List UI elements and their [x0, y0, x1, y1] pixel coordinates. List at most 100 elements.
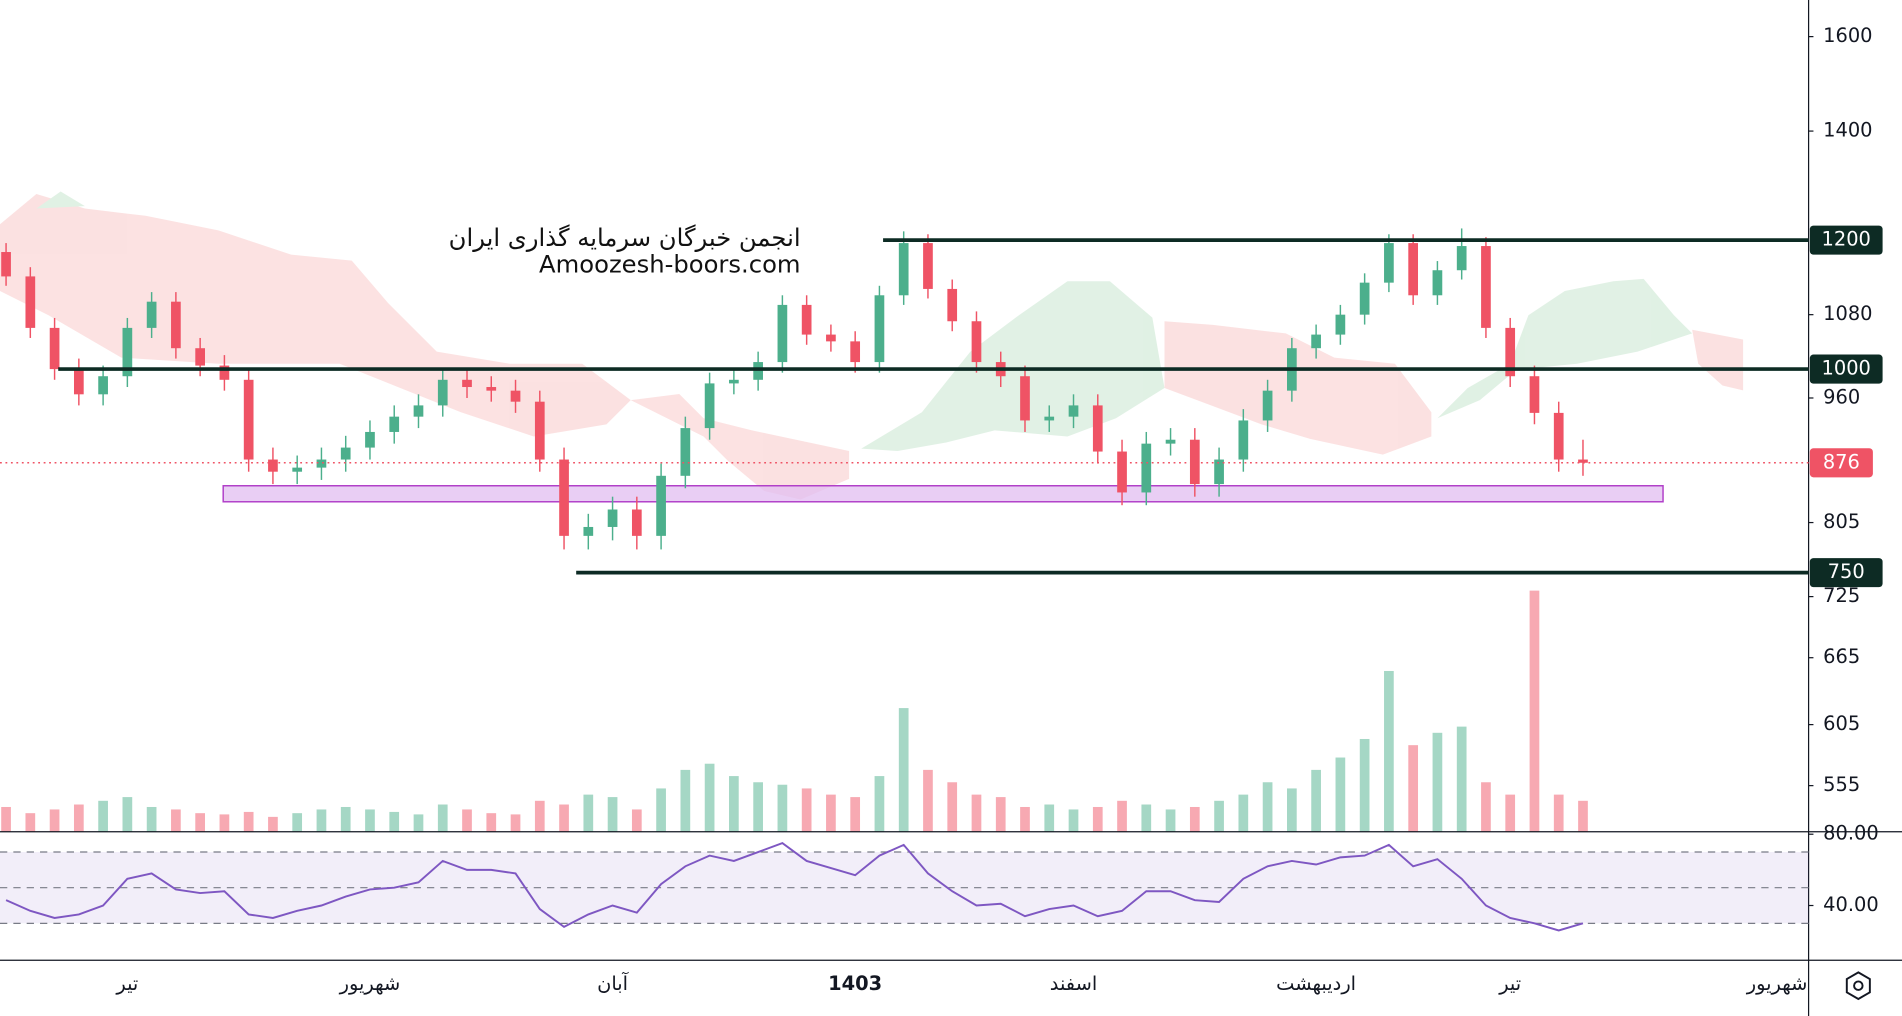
rsi-tick-label: 80.00 — [1823, 822, 1879, 845]
candle-body — [826, 334, 836, 342]
volume-bar — [874, 776, 885, 832]
y-tick-label: 555 — [1823, 773, 1860, 796]
watermark: انجمن خبرگان سرمایه گذاری ایران — [449, 223, 801, 252]
support-zone — [222, 485, 1664, 503]
level-label: 1200 — [1822, 228, 1871, 251]
volume-bar — [1214, 800, 1224, 832]
volume-bar — [122, 797, 133, 832]
candle-body — [874, 295, 885, 363]
volume-bar — [656, 788, 666, 832]
volume-bar — [1432, 732, 1443, 832]
volume-bar — [49, 809, 60, 832]
volume-bar — [995, 797, 1006, 832]
x-tick-label: شهریور — [1746, 972, 1808, 995]
x-tick-label: 1403 — [828, 972, 882, 995]
volume-bar — [389, 811, 400, 832]
volume-bar — [826, 794, 836, 832]
candle-body — [1117, 451, 1127, 493]
volume-bar — [1117, 800, 1127, 832]
candle-body — [777, 304, 788, 363]
candle-body — [1408, 243, 1419, 296]
candle-body — [122, 327, 133, 377]
candle-body — [98, 376, 108, 395]
volume-bar — [534, 800, 545, 832]
volume-bar — [486, 813, 497, 832]
candle-body — [413, 405, 424, 417]
volume-bar — [729, 776, 739, 832]
ichimoku-cloud — [0, 191, 1744, 500]
candle-body — [947, 288, 958, 322]
volume-bar — [1044, 804, 1055, 832]
candle-body — [1020, 376, 1030, 421]
x-tick-label: شهریور — [339, 972, 401, 995]
volume-bar — [1505, 794, 1516, 832]
watermark: Amoozesh-boors.com — [539, 250, 801, 279]
x-tick-label: اردیبهشت — [1276, 972, 1356, 995]
volume-bar — [243, 811, 254, 832]
volume-bar — [1287, 788, 1297, 832]
candle-body — [1165, 439, 1176, 444]
volume-bar — [680, 769, 691, 832]
candle-body — [1238, 420, 1249, 460]
candle-body — [1262, 390, 1273, 421]
y-tick-label: 665 — [1823, 645, 1860, 668]
y-tick-label: 605 — [1823, 712, 1860, 735]
volume-bar — [777, 784, 788, 832]
candle-body — [583, 526, 594, 536]
level-label-box — [1809, 354, 1883, 384]
candle-body — [923, 243, 933, 289]
volume-bar — [971, 794, 982, 832]
volume-bar — [559, 804, 569, 832]
candle-body — [73, 369, 84, 395]
candle-body — [656, 475, 666, 536]
candle-body — [1311, 334, 1321, 349]
y-tick-label: 725 — [1823, 584, 1860, 607]
rsi-line — [5, 842, 1584, 932]
candle-body — [898, 243, 909, 296]
volume-bar — [1529, 590, 1540, 832]
settings-icon[interactable] — [1845, 971, 1871, 1001]
volume-bar — [1189, 806, 1200, 832]
volume-bar — [1, 806, 11, 832]
candle-body — [146, 301, 157, 328]
candle-body — [680, 428, 691, 476]
x-tick-label: تیر — [115, 972, 138, 995]
volume-bar — [462, 809, 472, 832]
x-tick-label: تیر — [1498, 972, 1521, 995]
y-tick-label: 1600 — [1823, 24, 1872, 47]
level-label: 750 — [1828, 560, 1865, 583]
candle-body — [462, 379, 472, 388]
candle-body — [1092, 405, 1103, 452]
volume-bar — [1481, 782, 1491, 832]
y-tick-label: 960 — [1823, 385, 1860, 408]
candle-body — [1359, 282, 1370, 315]
volume-bar — [1359, 738, 1370, 832]
candle-body — [1214, 459, 1224, 485]
volume-bar — [1335, 757, 1346, 832]
level-label: 1000 — [1822, 357, 1871, 380]
volume-bar — [1456, 726, 1467, 832]
rsi-band — [0, 852, 1809, 924]
volume-bar — [1311, 769, 1321, 832]
volume-bar — [73, 804, 84, 832]
candle-body — [1044, 416, 1055, 421]
volume-bar — [340, 806, 351, 832]
volume-bar — [898, 708, 909, 832]
volume-bar — [753, 782, 763, 832]
volume-bar — [801, 788, 812, 832]
candle-body — [559, 459, 569, 536]
volume-bar — [1141, 804, 1152, 832]
candle-body — [1432, 270, 1443, 296]
candle-body — [1456, 246, 1467, 271]
volume-bar — [1578, 800, 1588, 832]
candle-body — [1141, 443, 1152, 493]
volume-bar — [607, 797, 618, 832]
x-tick-label: اسفند — [1050, 972, 1097, 995]
candle-body — [1529, 376, 1540, 413]
volume-bar — [25, 813, 36, 832]
volume-bar — [1262, 782, 1273, 832]
volume-bar — [219, 814, 230, 832]
volume-bar — [437, 804, 448, 832]
